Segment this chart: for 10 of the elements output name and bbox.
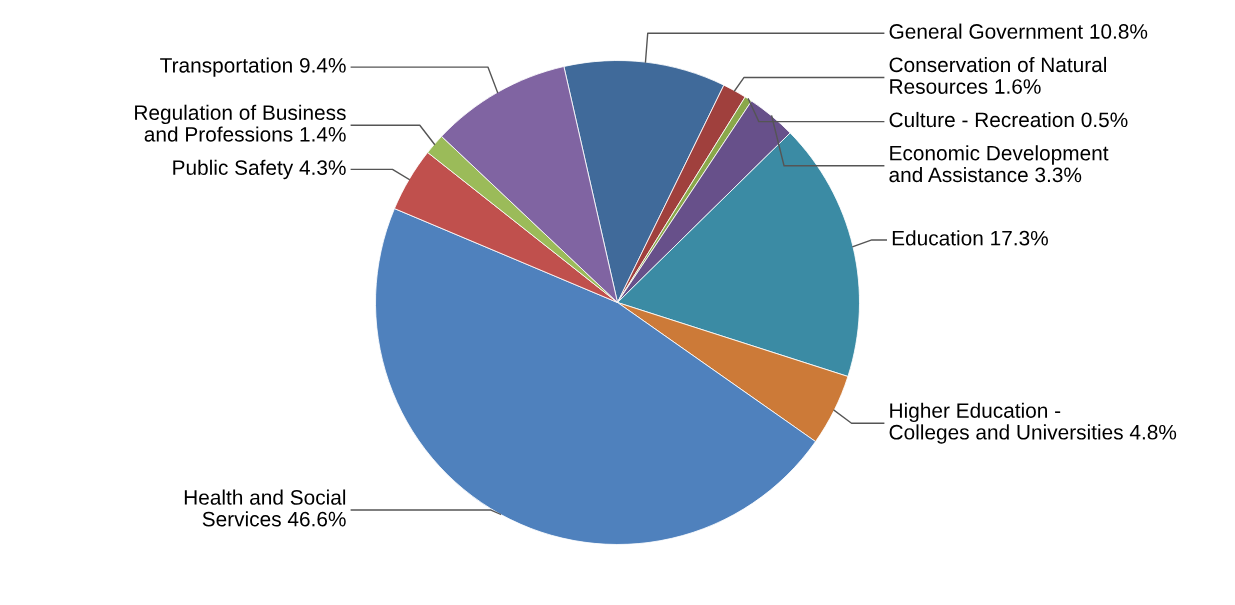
slice-label: Public Safety 4.3% [173, 159, 346, 180]
slice-label: Education 17.3% [892, 230, 1048, 246]
slice-label: General Government 10.8% [889, 23, 1148, 39]
slice-label: Conservation of Natural Resources 1.6% [889, 56, 1107, 94]
slice-label: Economic Development and Assistance 3.3% [889, 145, 1109, 183]
slice-label: Regulation of Business and Professions 1.4% [135, 104, 346, 142]
slice-label: Higher Education - Colleges and Universities 4.8% [889, 402, 1177, 444]
slice-label: Transportation 9.4% [160, 57, 346, 77]
slice-label: Health and Social Services 46.6% [184, 489, 346, 527]
slice-label: Culture - Recreation 0.5% [889, 111, 1128, 128]
